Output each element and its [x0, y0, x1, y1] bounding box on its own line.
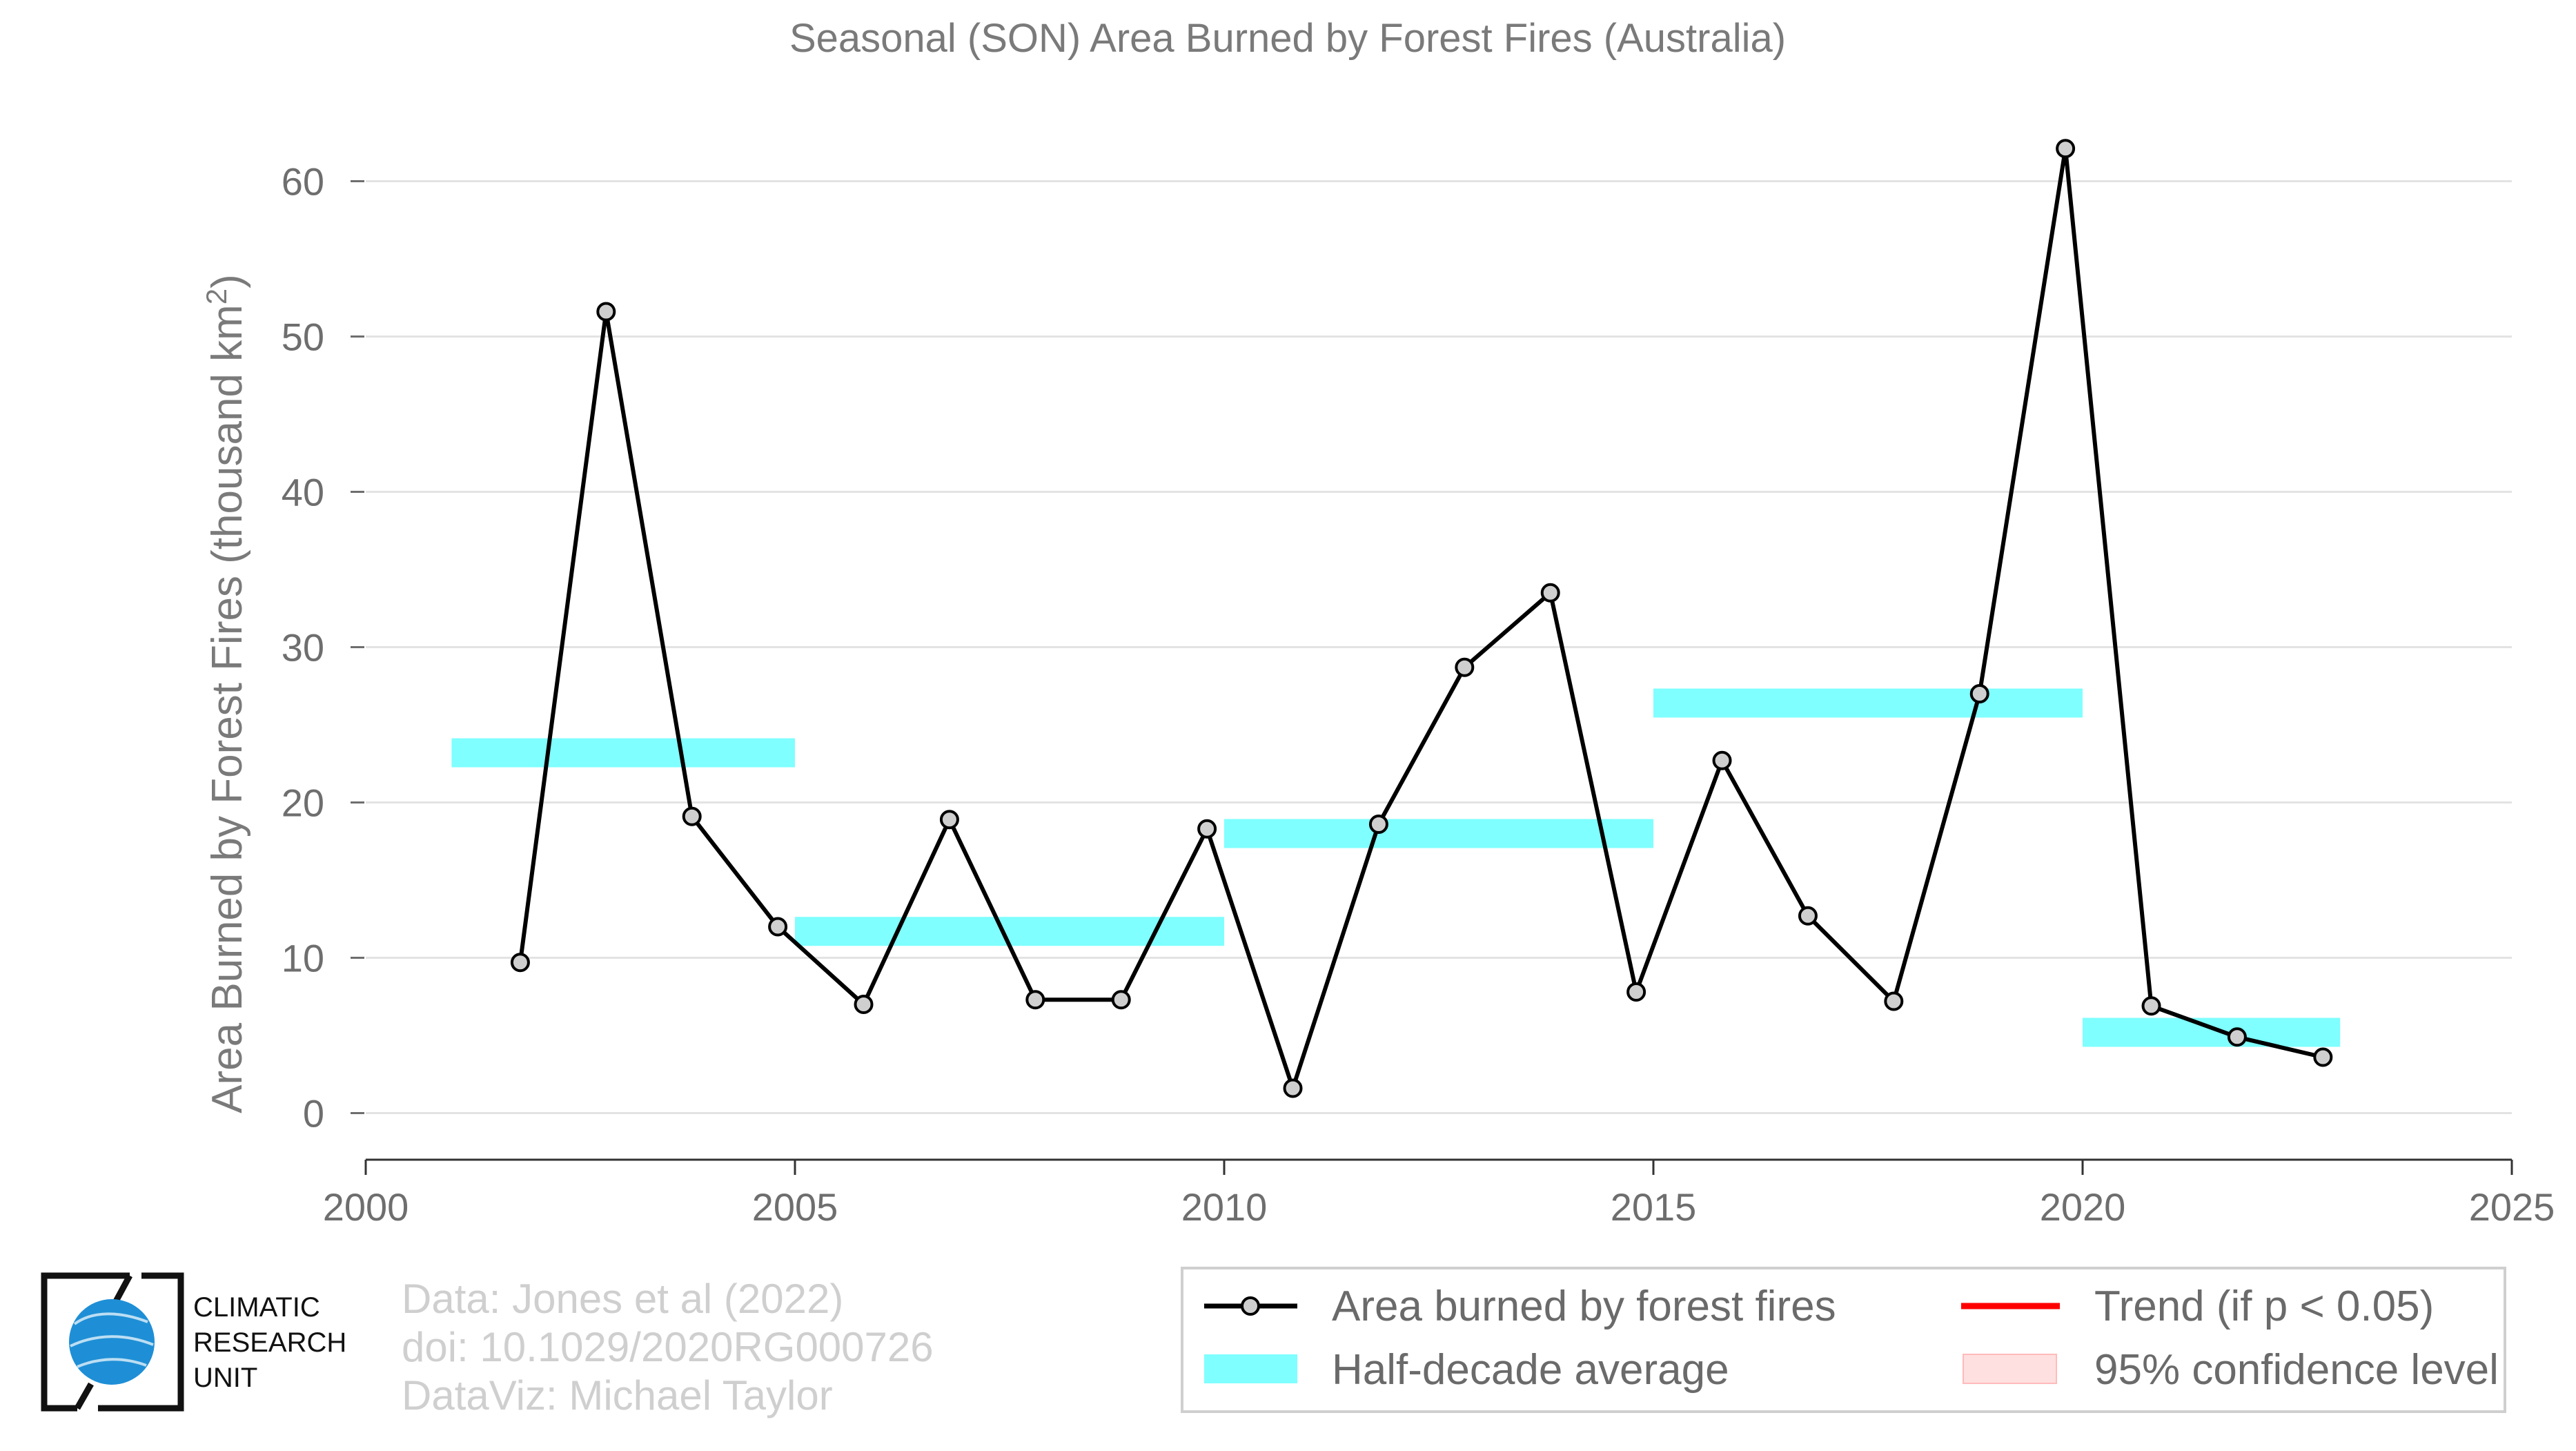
y-tick-label: 10: [282, 937, 324, 980]
cru-logo-line-3: UNIT: [193, 1363, 257, 1393]
credit-data-source: Data: Jones et al (2022): [402, 1276, 843, 1322]
series-area-burned: [510, 139, 2333, 1098]
credit-doi: doi: 10.1029/2020RG000726: [402, 1324, 934, 1370]
y-tick-label: 60: [282, 160, 324, 204]
cru-logo-slash-top: [113, 1274, 132, 1303]
cru-logo-line-1: CLIMATIC: [193, 1292, 320, 1323]
data-point: [1197, 819, 1217, 839]
y-axis-label: Area Burned by Forest Fires (thousand km…: [200, 274, 251, 1113]
cru-logo-frame-left: [41, 1272, 130, 1412]
data-point: [682, 806, 702, 826]
cru-logo: CLIMATIC RESEARCH UNIT: [41, 1272, 346, 1412]
half-decade-average-band: [451, 738, 795, 768]
y-tick-label: 30: [282, 626, 324, 670]
data-point: [1884, 991, 1904, 1011]
y-axis-label-close: ): [204, 274, 251, 289]
cru-globe-swirl-3: [77, 1358, 147, 1368]
credit-dataviz: DataViz: Michael Taylor: [402, 1372, 833, 1419]
legend-label-trend: Trend (if p < 0.05): [2094, 1283, 2434, 1330]
y-tick-label: 0: [303, 1092, 324, 1136]
y-tick-label: 50: [282, 315, 324, 359]
x-tick-label: 2005: [752, 1185, 838, 1229]
x-tick-label: 2015: [1611, 1185, 1697, 1229]
x-tick-label: 2020: [2040, 1185, 2126, 1229]
data-point: [1798, 906, 1818, 926]
legend-marker-area-burned: [1241, 1296, 1260, 1316]
y-tick-labels: 0 10 20 30 40 50 60: [282, 160, 364, 1136]
data-point: [1626, 982, 1646, 1002]
cru-logo-slash-bottom: [75, 1382, 94, 1410]
y-axis-label-superscript: 2: [200, 289, 233, 304]
data-point: [596, 302, 616, 322]
half-decade-average-bands: [451, 688, 2341, 1047]
data-point: [1712, 750, 1732, 770]
cru-globe-swirl-1: [73, 1312, 148, 1325]
chart-title: Seasonal (SON) Area Burned by Forest Fir…: [789, 16, 1786, 61]
y-tick-label: 20: [282, 781, 324, 825]
legend-label-confidence: 95% confidence level: [2094, 1346, 2499, 1394]
legend-swatch-confidence: [1963, 1354, 2057, 1384]
y-tick-label: 40: [282, 471, 324, 514]
data-point: [1025, 990, 1045, 1010]
data-point: [1540, 583, 1560, 603]
x-axis: 2000 2005 2010 2015 2020 2025: [323, 1158, 2555, 1229]
cru-globe-swirl-2: [70, 1335, 154, 1347]
data-point: [1969, 684, 1989, 703]
cru-logo-line-2: RESEARCH: [193, 1327, 346, 1358]
data-point: [2313, 1047, 2333, 1067]
half-decade-average-band: [1653, 688, 2083, 718]
legend: Area burned by forest fires Trend (if p …: [1181, 1267, 2506, 1413]
series-line: [518, 146, 2323, 1091]
half-decade-average-band: [1224, 819, 1653, 848]
data-point: [854, 995, 874, 1014]
x-tick-label: 2010: [1181, 1185, 1268, 1229]
gridlines: [366, 180, 2512, 1114]
legend-label-half-decade: Half-decade average: [1332, 1346, 1729, 1394]
data-point: [768, 917, 788, 937]
cru-logo-frame-right: [98, 1272, 184, 1412]
legend-swatch-half-decade: [1204, 1354, 1297, 1383]
data-point: [2056, 139, 2076, 159]
data-point: [1111, 990, 1131, 1010]
legend-box: [1181, 1267, 2506, 1413]
data-point: [510, 953, 530, 973]
x-tick-label: 2025: [2469, 1185, 2555, 1229]
data-point: [2141, 996, 2161, 1016]
data-point: [1368, 815, 1388, 834]
data-point: [939, 810, 959, 830]
half-decade-average-band: [2083, 1017, 2341, 1047]
x-tick-label: 2000: [323, 1185, 409, 1229]
data-point: [2227, 1027, 2247, 1047]
data-point: [1283, 1078, 1303, 1098]
legend-label-area-burned: Area burned by forest fires: [1332, 1283, 1836, 1330]
data-point: [1455, 657, 1475, 677]
